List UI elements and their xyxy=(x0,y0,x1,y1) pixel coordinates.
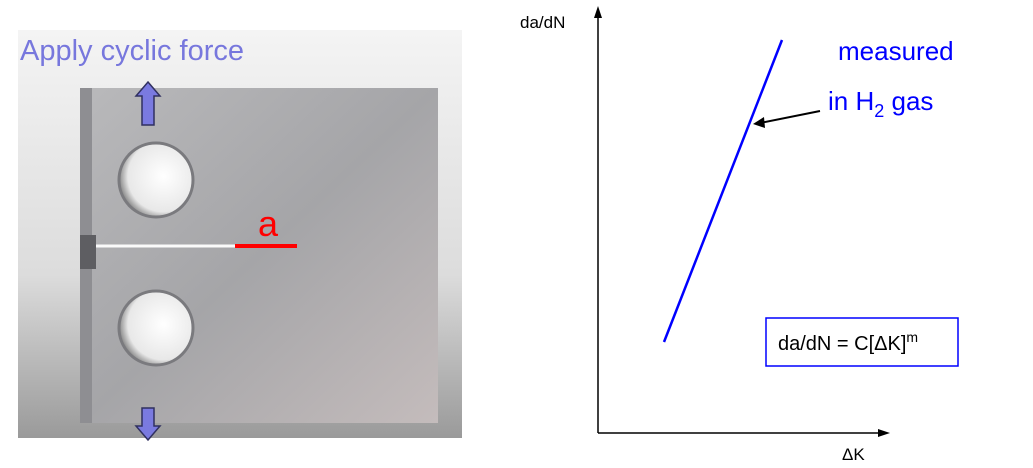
x-axis-label: ΔK xyxy=(842,445,865,464)
y-axis-arrow xyxy=(594,6,602,18)
x-axis-arrow xyxy=(878,429,890,437)
annotation-text: gas xyxy=(884,86,933,116)
page: a Apply cyclic force da/dN ΔK measured i… xyxy=(0,0,1033,468)
crack-growth-line xyxy=(664,40,782,342)
annotation-line1: measured xyxy=(838,36,954,66)
annotation-line2: in H2 gas xyxy=(828,86,933,121)
annotation-arrowhead xyxy=(753,117,765,128)
figure: a Apply cyclic force da/dN ΔK measured i… xyxy=(0,0,1033,468)
annotation-subscript: 2 xyxy=(874,101,884,121)
crack-label: a xyxy=(258,203,279,244)
schematic-plot: da/dN ΔK measured in H2 gas da/dN = C[ΔK… xyxy=(520,6,958,464)
photo-caption: Apply cyclic force xyxy=(20,35,244,67)
upper-hole xyxy=(119,143,193,217)
specimen-plate xyxy=(80,88,438,423)
equation-exponent: m xyxy=(906,329,918,345)
annotation-arrow xyxy=(760,111,820,123)
specimen-photo: a Apply cyclic force xyxy=(18,30,462,440)
y-axis-label: da/dN xyxy=(520,13,565,32)
equation: da/dN = C[ΔK]m xyxy=(778,329,918,355)
notch xyxy=(80,235,96,269)
annotation-text: in H xyxy=(828,86,874,116)
equation-text: da/dN = C[ΔK] xyxy=(778,333,906,355)
lower-hole xyxy=(119,291,193,365)
